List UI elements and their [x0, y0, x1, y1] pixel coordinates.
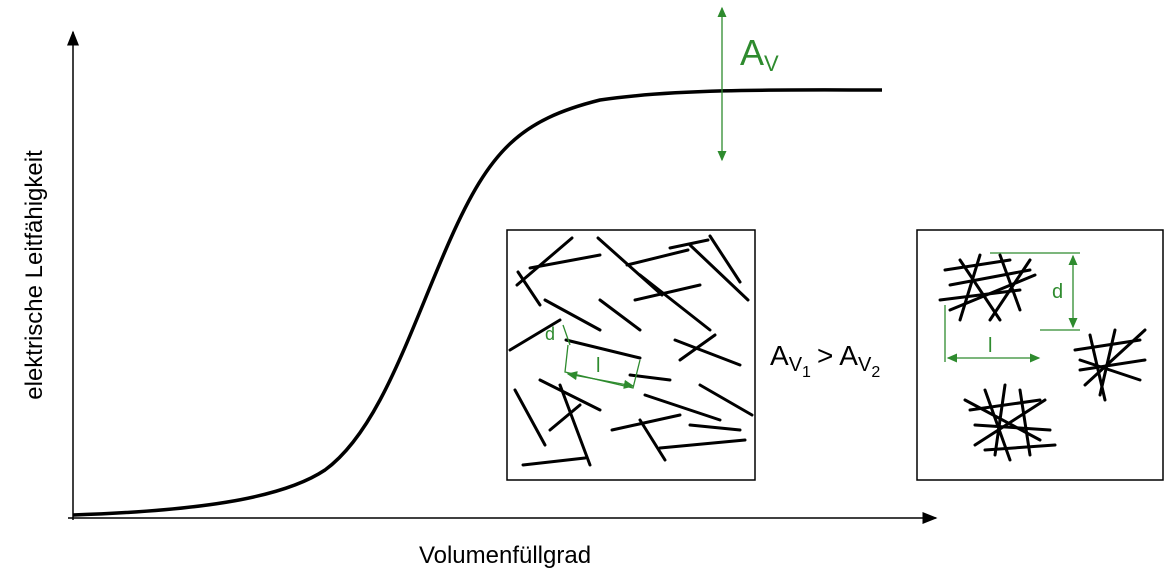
subscript: V: [789, 354, 803, 376]
symbol: A: [770, 340, 789, 371]
diameter-marker: [563, 325, 570, 345]
diagram: Volumenfüllgrad elektrische Leitfähigkei…: [0, 0, 1170, 573]
diameter-label: d: [545, 324, 555, 344]
length-arrow: [568, 374, 633, 386]
subscript: V: [858, 354, 872, 376]
length-label: l: [596, 355, 600, 377]
symbol: A: [839, 340, 858, 371]
fibers: [510, 236, 752, 465]
comparison-label: AV1>AV2: [770, 340, 880, 381]
subscript: V: [764, 51, 779, 76]
percolation-curve: [73, 90, 882, 515]
index: 1: [802, 364, 811, 381]
annotation-label: AV: [740, 32, 779, 76]
operator: >: [817, 340, 833, 371]
x-axis-label: Volumenfüllgrad: [419, 542, 591, 569]
symbol: A: [740, 32, 764, 73]
length-label: l: [988, 335, 992, 357]
index: 2: [871, 364, 880, 381]
length-bracket: [565, 345, 640, 388]
y-axis-label: elektrische Leitfähigkeit: [21, 150, 48, 400]
diameter-label: d: [1052, 281, 1063, 303]
